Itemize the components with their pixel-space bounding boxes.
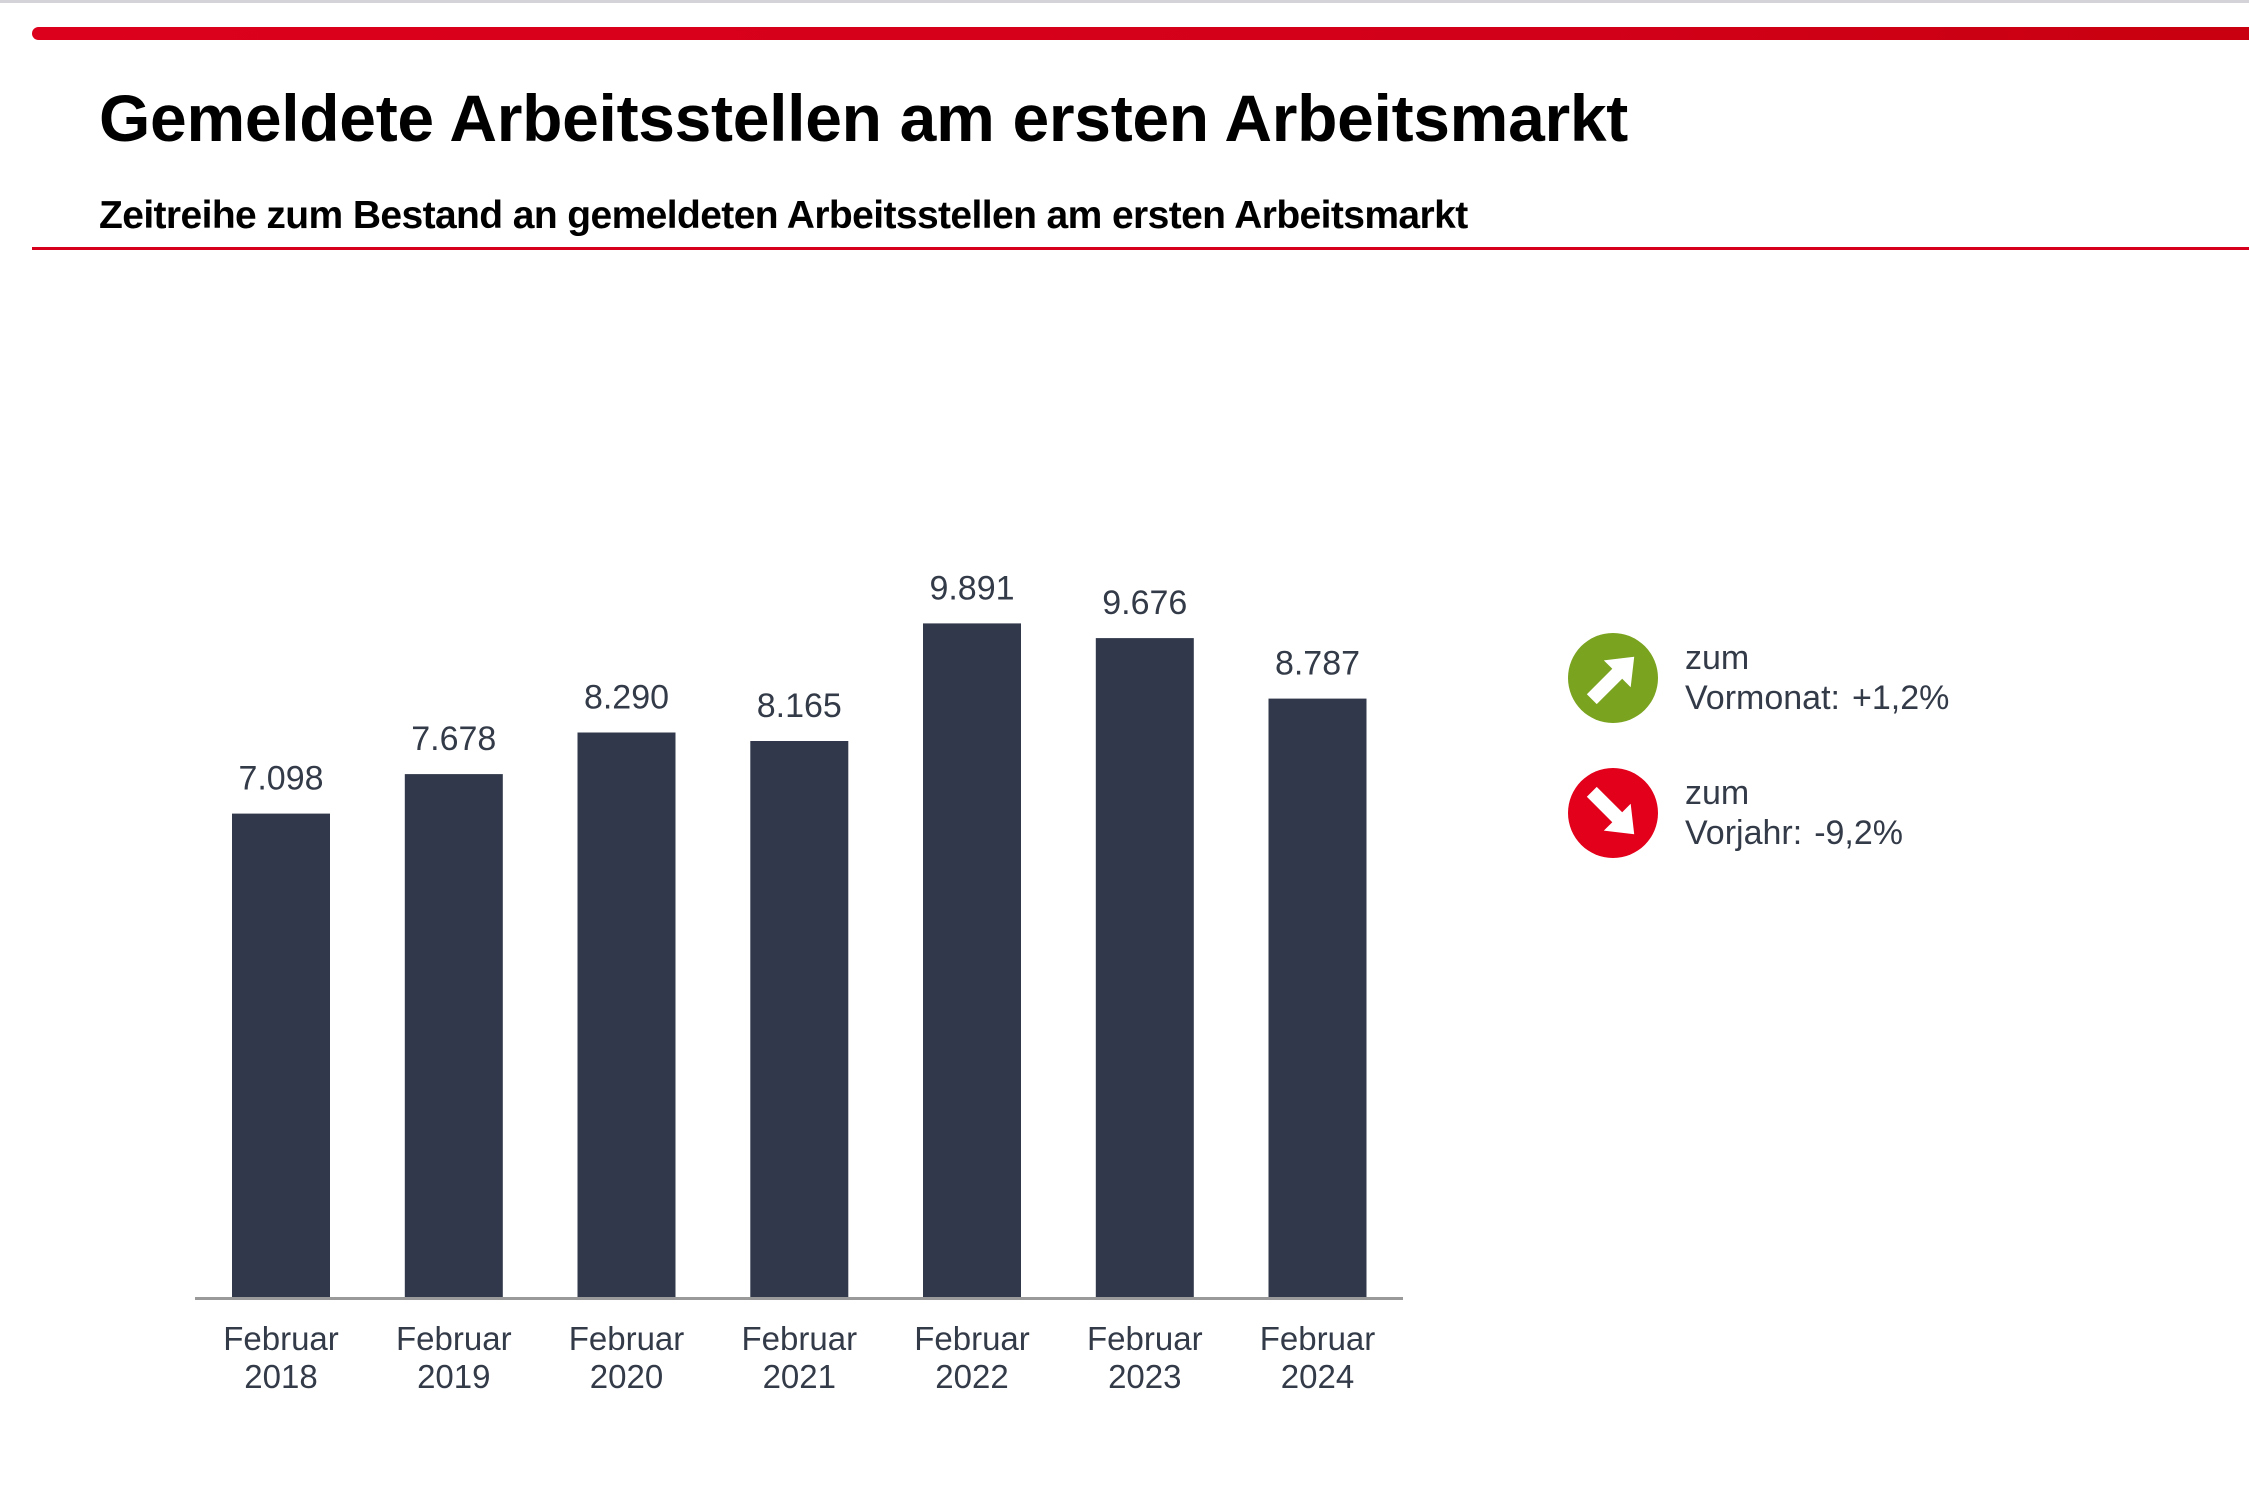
legend-line2: Vormonat: [1685, 679, 1840, 717]
bar-value-label: 8.165 [757, 687, 842, 725]
bar-value-labels: 7.098 7.678 8.290 8.165 9.891 9.676 8.787 [238, 569, 1360, 797]
bars-group [232, 623, 1367, 1297]
page-title: Gemeldete Arbeitsstellen am ersten Arbei… [99, 81, 1628, 155]
x-tick-label-year: 2021 [763, 1358, 836, 1395]
x-axis-tick-labels: Februar2018Februar2019Februar2020Februar… [223, 1320, 1375, 1395]
bar-value-label: 9.676 [1102, 584, 1187, 622]
x-tick-label-month: Februar [569, 1320, 685, 1357]
x-tick-label-month: Februar [914, 1320, 1030, 1357]
legend-line1: zum [1685, 639, 1750, 677]
bar-value-label: 7.098 [238, 760, 323, 798]
x-tick-label-month: Februar [1260, 1320, 1376, 1357]
bar-2024 [1268, 698, 1367, 1297]
legend-text-vormonat: zum Vormonat: +1,2% [1685, 638, 1949, 718]
legend-line2: Vorjahr: [1685, 814, 1803, 852]
x-tick-label-year: 2018 [244, 1358, 317, 1395]
legend-text-vorjahr: zum Vorjahr: -9,2% [1685, 773, 1903, 853]
bar-2020 [577, 732, 676, 1297]
bar-2022 [923, 623, 1021, 1297]
legend-line1: zum [1685, 774, 1750, 812]
header-accent-bar [32, 27, 2249, 40]
x-tick-label-month: Februar [396, 1320, 512, 1357]
x-tick-label-year: 2020 [590, 1358, 663, 1395]
bar-2023 [1095, 638, 1194, 1297]
page-subtitle: Zeitreihe zum Bestand an gemeldeten Arbe… [99, 194, 1468, 237]
arrow-down-right-icon [1567, 767, 1659, 859]
top-border [0, 0, 2249, 3]
arrow-up-right-icon [1567, 632, 1659, 724]
x-tick-label-month: Februar [1087, 1320, 1203, 1357]
x-tick-label-year: 2022 [935, 1358, 1008, 1395]
bar-2021 [750, 741, 849, 1297]
change-vorjahr-value: -9,2% [1814, 814, 1904, 852]
subtitle-divider [32, 247, 2249, 250]
x-tick-label-month: Februar [742, 1320, 858, 1357]
bar-2018 [232, 813, 330, 1297]
bar-2019 [404, 774, 503, 1297]
x-tick-label-year: 2019 [417, 1358, 490, 1395]
bar-value-label: 8.787 [1275, 645, 1360, 683]
x-tick-label-year: 2024 [1281, 1358, 1354, 1395]
bar-value-label: 8.290 [584, 679, 669, 717]
x-tick-label-year: 2023 [1108, 1358, 1181, 1395]
x-tick-label-month: Februar [223, 1320, 339, 1357]
change-vormonat-value: +1,2% [1851, 679, 1950, 717]
bar-value-label: 9.891 [929, 569, 1014, 607]
bar-value-label: 7.678 [411, 720, 496, 758]
